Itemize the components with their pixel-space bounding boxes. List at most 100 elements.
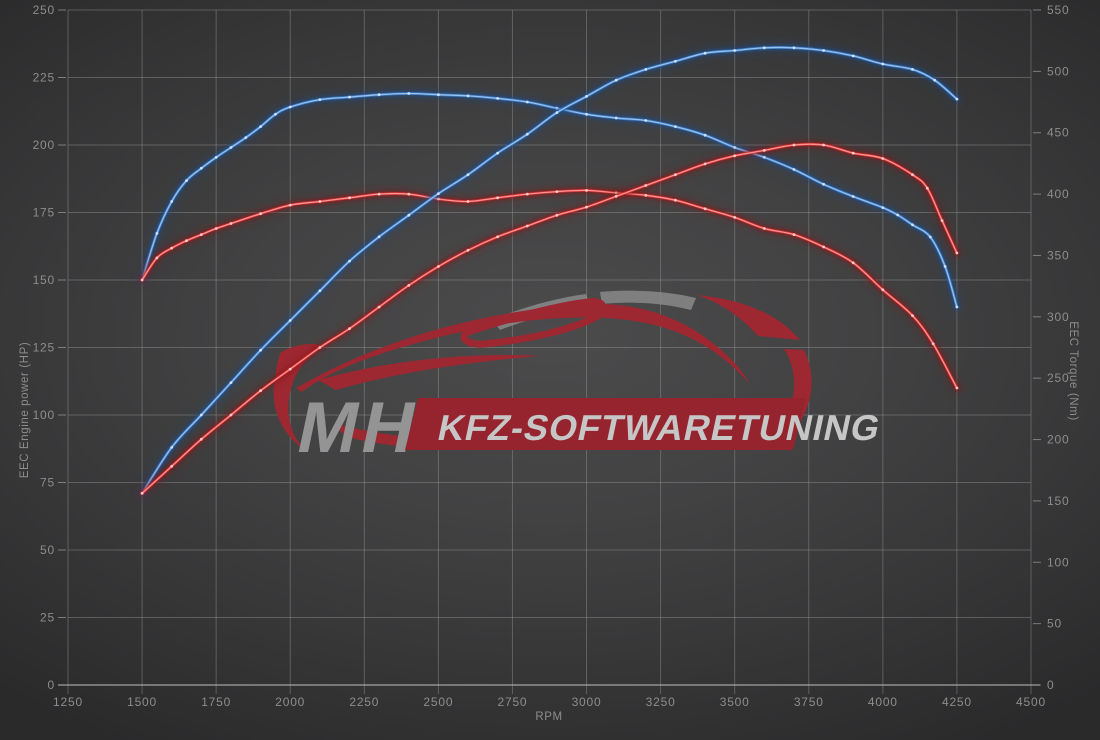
data-point <box>585 112 588 116</box>
data-point <box>943 265 947 268</box>
data-point <box>585 205 588 209</box>
data-point <box>288 319 292 322</box>
data-point <box>318 200 322 203</box>
series-blue-torque-glow <box>139 90 960 310</box>
data-point <box>496 196 499 200</box>
series-red-power-core <box>141 143 958 494</box>
right-tick-label: 100 <box>1047 555 1069 569</box>
right-tick-label: 400 <box>1047 187 1069 201</box>
right-tick-label: 150 <box>1047 494 1069 508</box>
series-blue-torque <box>136 87 963 313</box>
data-point <box>407 213 411 217</box>
data-point <box>792 46 796 50</box>
data-point <box>407 192 411 196</box>
data-point <box>377 235 381 239</box>
data-point <box>259 348 262 352</box>
x-tick-label: 4500 <box>1016 695 1046 709</box>
data-point <box>896 213 900 217</box>
data-point <box>199 233 203 237</box>
data-point <box>155 256 159 260</box>
data-point <box>792 168 796 171</box>
left-tick-label: 200 <box>33 138 55 152</box>
data-point <box>881 157 885 160</box>
car-rear-quarter <box>697 295 800 340</box>
car-hood-roof-sweep <box>296 303 750 392</box>
data-point <box>214 227 218 230</box>
data-point <box>466 248 470 252</box>
data-point <box>911 173 914 177</box>
right-tick-label: 350 <box>1047 248 1069 262</box>
data-point <box>955 386 959 390</box>
data-point <box>822 245 825 249</box>
left-tick-label: 125 <box>33 341 55 355</box>
data-point <box>733 154 737 158</box>
data-point <box>199 166 203 170</box>
data-point <box>466 94 470 98</box>
data-point <box>703 51 707 55</box>
data-point <box>274 112 277 116</box>
left-tick-label: 100 <box>33 408 55 422</box>
watermark-mh-text: MH <box>291 388 428 468</box>
data-point <box>955 305 959 309</box>
series-blue-torque-core <box>141 92 958 308</box>
data-point <box>170 246 174 250</box>
data-point <box>244 136 248 140</box>
data-point <box>140 491 144 495</box>
data-point <box>170 464 174 468</box>
data-point <box>496 97 499 100</box>
data-point <box>703 133 707 137</box>
data-point <box>525 132 529 136</box>
watermark-banner-text: KFZ-SOFTWARETUNING <box>434 407 884 448</box>
x-tick-label: 2750 <box>498 695 528 709</box>
data-point <box>140 278 144 282</box>
data-point <box>644 68 648 71</box>
data-point <box>733 146 737 149</box>
data-point <box>851 195 855 198</box>
data-point <box>229 146 233 149</box>
data-point <box>792 233 796 237</box>
right-axis-title: EEC Torque (Nm) <box>1067 321 1079 421</box>
data-point <box>851 54 855 58</box>
series-red-power <box>136 138 963 500</box>
car-beltline-swoosh <box>318 355 540 390</box>
x-tick-label: 1500 <box>127 695 157 709</box>
data-point <box>318 98 322 101</box>
data-point <box>185 179 188 183</box>
data-point <box>525 224 529 228</box>
data-point <box>318 289 322 293</box>
data-point <box>931 342 935 346</box>
data-point <box>407 284 411 287</box>
data-point <box>170 446 174 449</box>
data-point <box>933 78 937 82</box>
data-point <box>928 235 932 239</box>
data-point <box>851 151 855 155</box>
x-tick-label: 2500 <box>423 695 453 709</box>
series-blue-power <box>136 41 963 500</box>
data-point <box>911 68 914 71</box>
data-point <box>525 192 529 196</box>
data-point <box>199 413 203 417</box>
car-glass-band-right <box>600 290 696 310</box>
x-tick-label: 4000 <box>868 695 898 709</box>
data-point <box>585 189 588 192</box>
data-point <box>466 200 470 203</box>
data-point <box>259 125 262 128</box>
watermark-banner <box>405 398 806 450</box>
left-tick-label: 50 <box>40 543 55 557</box>
data-point <box>377 305 381 309</box>
right-tick-label: 250 <box>1047 371 1069 385</box>
right-tick-label: 50 <box>1047 617 1062 631</box>
left-tick-label: 225 <box>33 71 55 85</box>
data-point <box>733 49 737 52</box>
data-point <box>955 97 959 101</box>
data-point <box>703 207 707 211</box>
data-point <box>437 265 440 268</box>
right-tick-label: 550 <box>1047 3 1069 17</box>
data-point <box>881 206 885 210</box>
grid-layer <box>67 9 1032 694</box>
data-point <box>614 116 618 120</box>
data-point <box>792 143 796 147</box>
data-point <box>822 143 825 147</box>
